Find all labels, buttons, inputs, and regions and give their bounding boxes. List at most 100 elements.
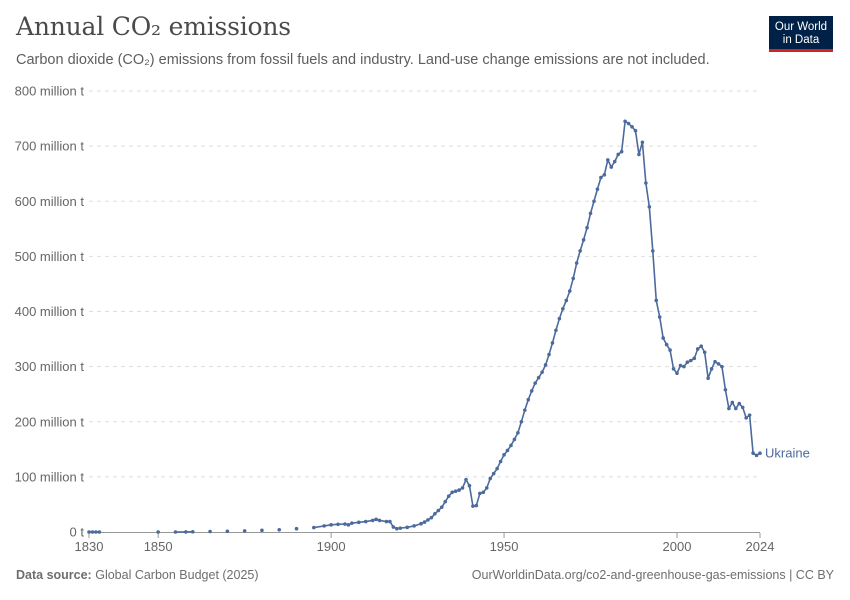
data-point[interactable]	[716, 362, 721, 366]
data-point[interactable]	[751, 451, 755, 455]
data-point[interactable]	[498, 459, 503, 464]
data-point[interactable]	[637, 152, 641, 157]
data-point[interactable]	[350, 521, 354, 525]
data-point[interactable]	[453, 489, 458, 494]
data-point[interactable]	[578, 249, 582, 253]
data-point[interactable]	[609, 165, 614, 169]
data-point[interactable]	[536, 375, 541, 380]
data-point[interactable]	[616, 152, 620, 157]
data-point[interactable]	[533, 381, 537, 385]
data-point[interactable]	[633, 128, 638, 133]
data-point[interactable]	[443, 499, 448, 504]
data-point[interactable]	[471, 504, 475, 508]
data-point[interactable]	[644, 181, 648, 185]
data-point[interactable]	[260, 528, 264, 533]
data-point[interactable]	[640, 140, 645, 145]
data-point[interactable]	[709, 367, 714, 371]
data-point[interactable]	[481, 490, 486, 495]
data-point[interactable]	[671, 367, 676, 371]
data-point[interactable]	[405, 525, 410, 530]
data-point[interactable]	[747, 413, 752, 417]
data-point[interactable]	[695, 347, 700, 351]
data-point[interactable]	[491, 471, 496, 476]
data-point[interactable]	[540, 370, 544, 374]
data-point[interactable]	[439, 505, 444, 509]
data-point[interactable]	[184, 530, 188, 534]
data-point[interactable]	[702, 350, 707, 355]
data-point[interactable]	[457, 488, 461, 492]
data-point[interactable]	[374, 517, 378, 522]
data-point[interactable]	[384, 519, 389, 524]
data-point[interactable]	[557, 316, 562, 321]
data-point[interactable]	[675, 371, 679, 376]
data-point[interactable]	[512, 437, 517, 442]
data-point[interactable]	[94, 530, 98, 534]
data-point[interactable]	[706, 376, 710, 381]
data-point[interactable]	[190, 529, 195, 534]
data-point[interactable]	[208, 529, 212, 534]
data-point[interactable]	[574, 261, 579, 265]
data-point[interactable]	[730, 400, 735, 405]
data-point[interactable]	[754, 453, 759, 458]
data-point[interactable]	[727, 406, 731, 411]
data-point[interactable]	[87, 530, 91, 534]
data-point[interactable]	[377, 518, 382, 523]
owid-logo[interactable]: Our World in Data	[769, 16, 833, 52]
data-point[interactable]	[484, 486, 489, 490]
data-point[interactable]	[294, 526, 299, 531]
data-point[interactable]	[467, 483, 472, 488]
data-point[interactable]	[502, 453, 506, 457]
data-point[interactable]	[395, 526, 399, 531]
data-point[interactable]	[343, 522, 347, 526]
data-point[interactable]	[654, 298, 659, 303]
data-point[interactable]	[585, 225, 589, 230]
data-point[interactable]	[713, 359, 717, 364]
data-point[interactable]	[225, 529, 230, 534]
data-point[interactable]	[433, 512, 437, 516]
data-point[interactable]	[630, 125, 634, 129]
data-point[interactable]	[740, 405, 745, 410]
data-point[interactable]	[720, 364, 724, 369]
data-point[interactable]	[422, 520, 427, 524]
data-point[interactable]	[547, 352, 551, 357]
data-point[interactable]	[564, 298, 569, 303]
data-point[interactable]	[595, 187, 600, 191]
data-point[interactable]	[509, 443, 513, 448]
url-license[interactable]: OurWorldinData.org/co2-and-greenhouse-ga…	[471, 568, 834, 582]
series-label[interactable]: Ukraine	[765, 446, 810, 461]
series-line-ukraine[interactable]	[89, 120, 761, 533]
data-point[interactable]	[370, 518, 375, 523]
data-point[interactable]	[346, 523, 351, 527]
data-point[interactable]	[412, 524, 416, 528]
data-point[interactable]	[429, 515, 434, 520]
data-point[interactable]	[526, 397, 531, 402]
data-point[interactable]	[599, 175, 603, 180]
data-point[interactable]	[561, 306, 565, 311]
data-point[interactable]	[329, 523, 333, 527]
data-point[interactable]	[391, 525, 396, 529]
data-point[interactable]	[723, 387, 728, 392]
data-point[interactable]	[398, 526, 403, 530]
data-point[interactable]	[647, 204, 652, 209]
data-point[interactable]	[336, 522, 340, 527]
data-point[interactable]	[689, 358, 693, 363]
data-point[interactable]	[623, 119, 627, 124]
data-point[interactable]	[464, 477, 468, 482]
data-point[interactable]	[505, 448, 510, 453]
data-point[interactable]	[657, 315, 662, 319]
data-point[interactable]	[744, 416, 748, 420]
data-point[interactable]	[156, 530, 160, 534]
data-point[interactable]	[737, 401, 742, 406]
data-point[interactable]	[478, 491, 482, 496]
data-point[interactable]	[571, 276, 576, 281]
data-point[interactable]	[523, 408, 527, 412]
data-point[interactable]	[97, 530, 102, 534]
data-point[interactable]	[450, 490, 454, 495]
data-point[interactable]	[699, 344, 704, 349]
data-point[interactable]	[173, 530, 178, 534]
data-point[interactable]	[592, 199, 596, 204]
data-point[interactable]	[446, 494, 451, 498]
data-point[interactable]	[460, 486, 465, 490]
data-point[interactable]	[606, 158, 610, 162]
data-point[interactable]	[758, 451, 762, 455]
